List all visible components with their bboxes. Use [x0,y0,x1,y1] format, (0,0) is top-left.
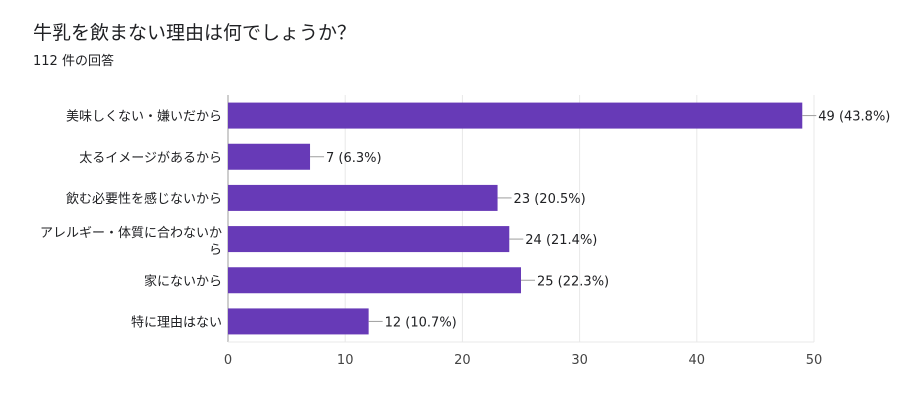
x-tick-label: 0 [224,353,232,368]
chart-title: 牛乳を飲まない理由は何でしょうか？ [33,22,357,44]
response-count: 112 件の回答 [33,54,114,69]
bar [228,308,369,335]
category-label: 飲む必要性を感じないから [66,191,222,207]
bar [228,102,803,129]
category-label: 特に理由はない [131,315,222,330]
data-label: 12 (10.7%) [385,315,457,330]
data-label: 25 (22.3%) [537,274,609,289]
data-label: 7 (6.3%) [326,151,382,166]
category-label: 家にないから [144,273,222,289]
x-tick-label: 50 [806,353,823,368]
category-label: 太るイメージがあるから [79,151,222,166]
data-label: 23 (20.5%) [514,192,586,207]
x-tick-label: 40 [689,353,706,368]
bar [228,184,498,211]
x-tick-label: 30 [571,353,588,368]
bar [228,267,521,294]
data-label: 49 (43.8%) [818,110,890,125]
data-label: 24 (21.4%) [525,233,597,248]
bar [228,143,311,170]
bar [228,226,510,253]
x-tick-label: 20 [454,353,471,368]
category-label: アレルギー・体質に合わないから [40,226,222,258]
category-label: 美味しくない・嫌いだから [66,110,222,125]
x-tick-label: 10 [337,353,354,368]
